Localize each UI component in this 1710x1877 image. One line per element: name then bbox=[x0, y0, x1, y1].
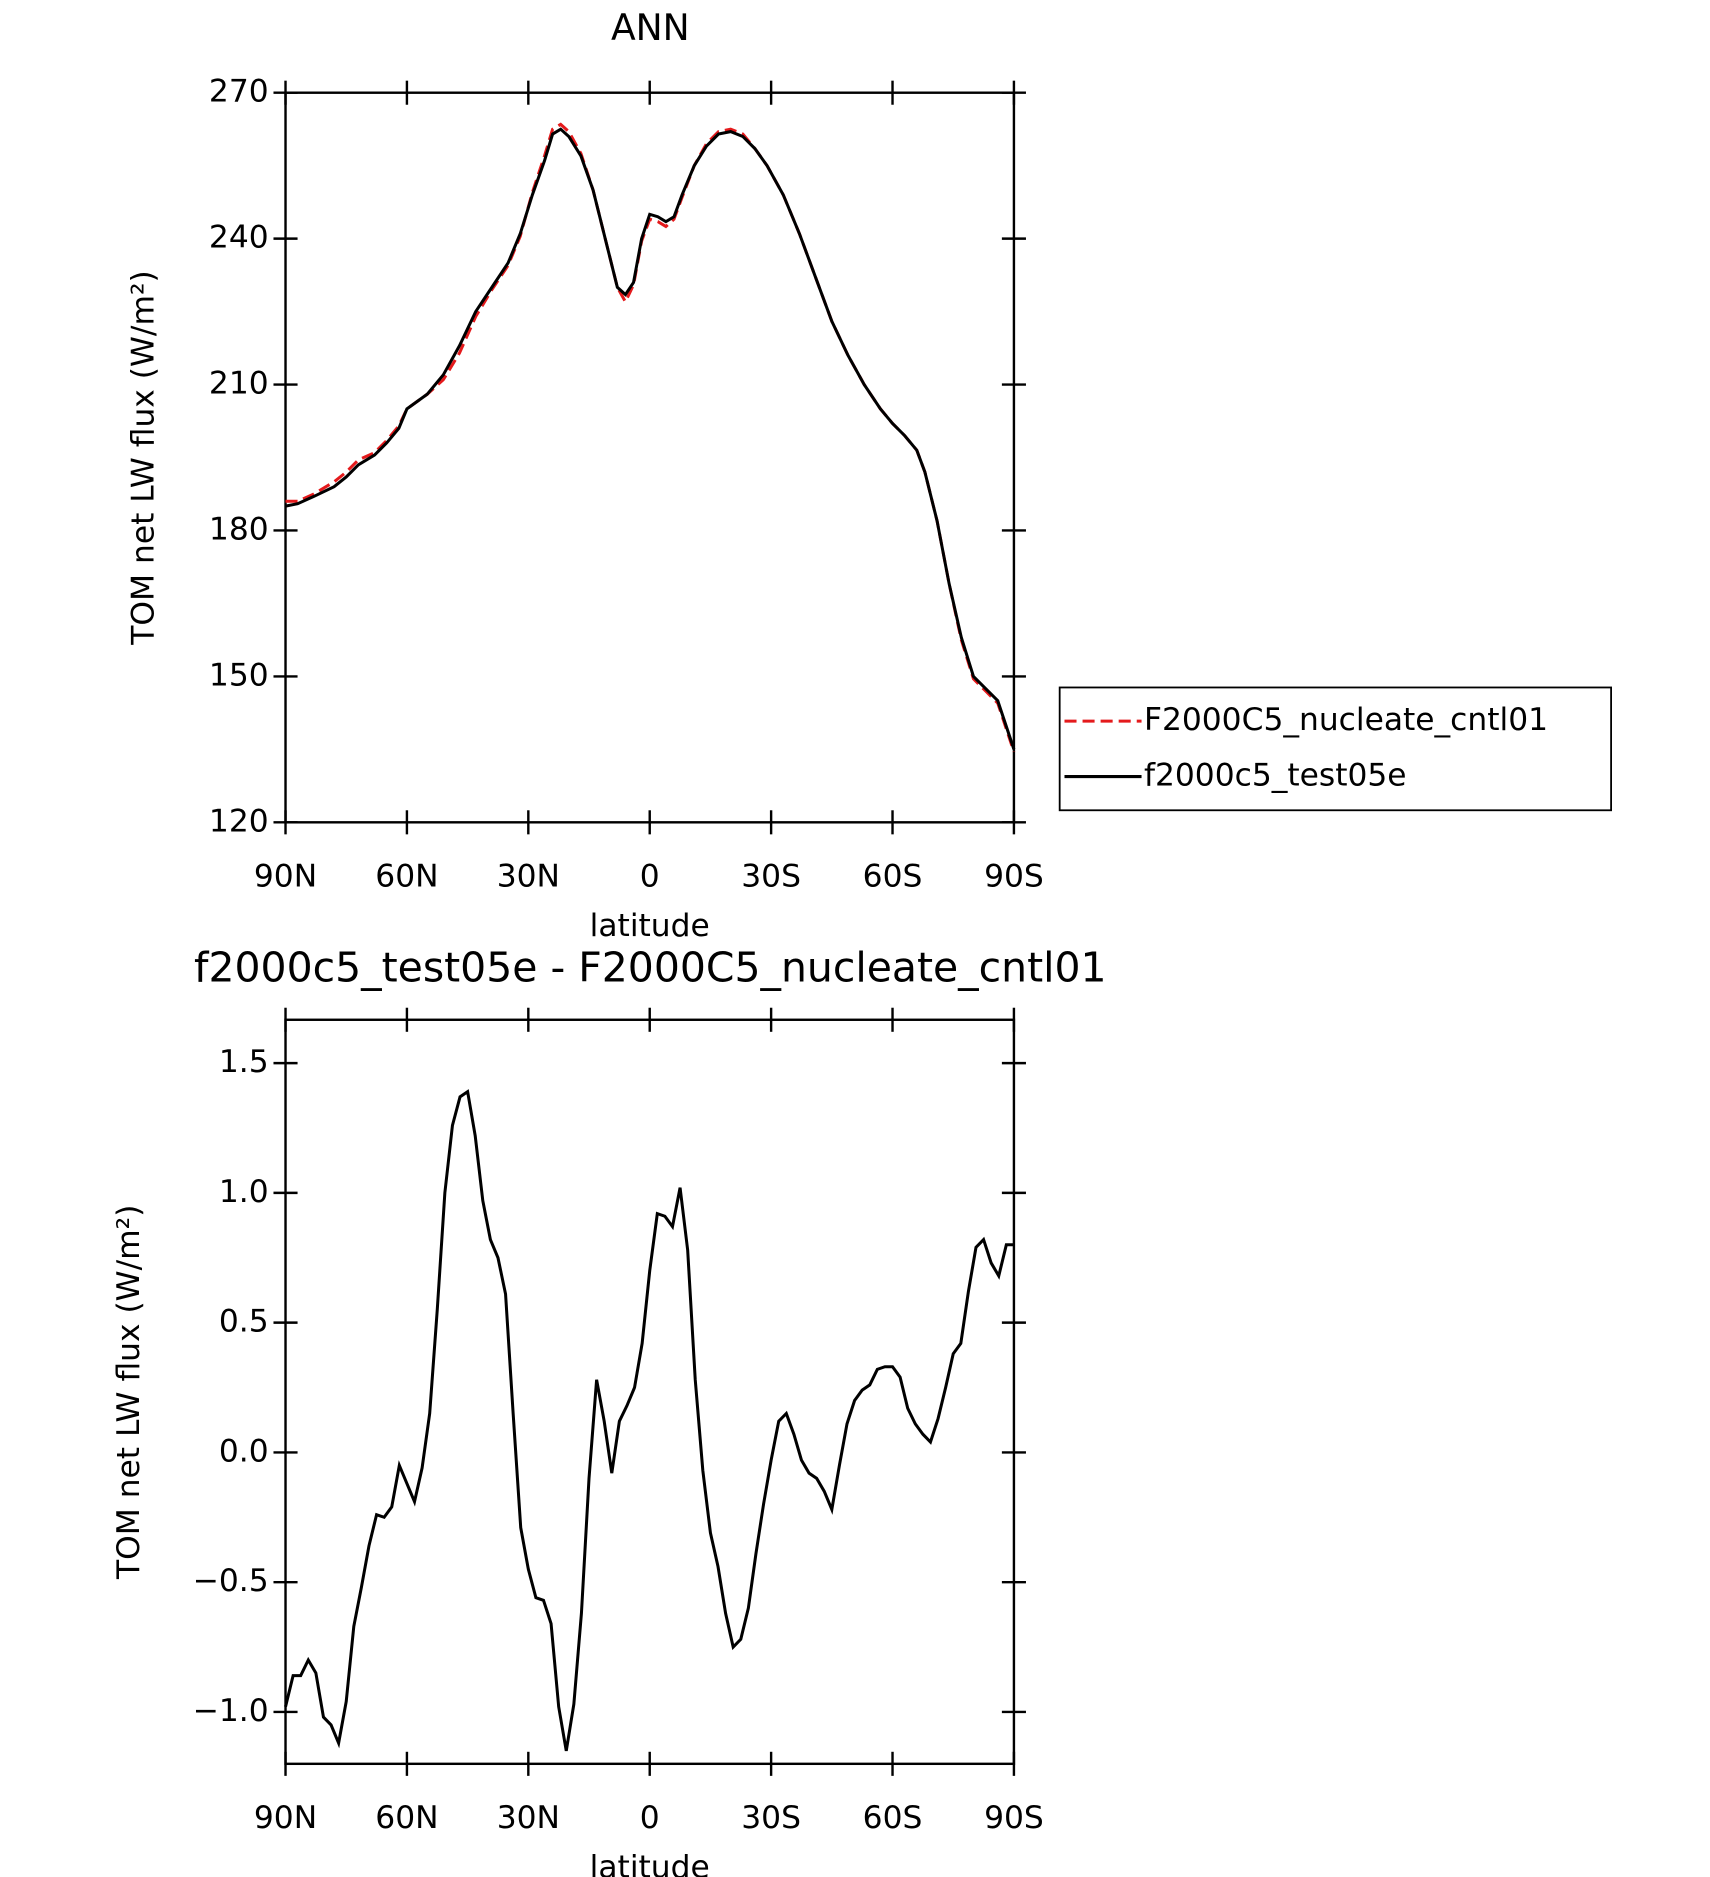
y-tick-label: 1.5 bbox=[219, 1044, 269, 1080]
y-tick-label: 210 bbox=[209, 366, 269, 402]
x-tick-label: 30S bbox=[741, 1800, 801, 1836]
y-tick-label: 1.0 bbox=[219, 1174, 269, 1210]
legend-label: f2000c5_test05e bbox=[1144, 758, 1407, 794]
y-tick-label: 120 bbox=[209, 803, 269, 839]
x-tick-label: 90S bbox=[984, 1800, 1044, 1836]
x-tick-label: 30N bbox=[497, 859, 560, 895]
y-tick-label: 240 bbox=[209, 220, 269, 256]
y-axis-label: TOM net LW flux (W/m²) bbox=[126, 270, 162, 645]
y-tick-label: 0.0 bbox=[219, 1433, 269, 1469]
x-axis-label: latitude bbox=[590, 1850, 710, 1877]
series-line bbox=[284, 1089, 1014, 1752]
plot-frame bbox=[284, 91, 1016, 824]
x-axis-label: latitude bbox=[590, 908, 710, 944]
x-tick-label: 60S bbox=[863, 1800, 923, 1836]
x-tick-label: 30S bbox=[741, 859, 801, 895]
chart-title: f2000c5_test05e - F2000C5_nucleate_cntl0… bbox=[194, 943, 1107, 991]
x-tick-label: 60N bbox=[375, 859, 438, 895]
y-tick-label: 0.5 bbox=[219, 1304, 269, 1340]
x-tick-label: 0 bbox=[640, 1800, 660, 1836]
chart-title: ANN bbox=[611, 6, 690, 49]
y-tick-label: −1.0 bbox=[193, 1693, 269, 1729]
y-axis-label: TOM net LW flux (W/m²) bbox=[111, 1205, 147, 1580]
y-tick-label: 180 bbox=[209, 511, 269, 547]
x-tick-label: 90S bbox=[984, 859, 1044, 895]
y-tick-label: 150 bbox=[209, 657, 269, 693]
y-tick-label: 270 bbox=[209, 74, 269, 110]
series-line bbox=[285, 127, 1016, 750]
x-tick-label: 0 bbox=[640, 859, 660, 895]
legend-label: F2000C5_nucleate_cntl01 bbox=[1144, 702, 1548, 738]
x-tick-label: 60N bbox=[375, 1800, 438, 1836]
legend-box bbox=[1058, 686, 1613, 812]
x-tick-label: 30N bbox=[497, 1800, 560, 1836]
x-tick-label: 90N bbox=[254, 859, 317, 895]
y-tick-label: −0.5 bbox=[193, 1563, 269, 1599]
x-tick-label: 90N bbox=[254, 1800, 317, 1836]
x-tick-label: 60S bbox=[863, 859, 923, 895]
